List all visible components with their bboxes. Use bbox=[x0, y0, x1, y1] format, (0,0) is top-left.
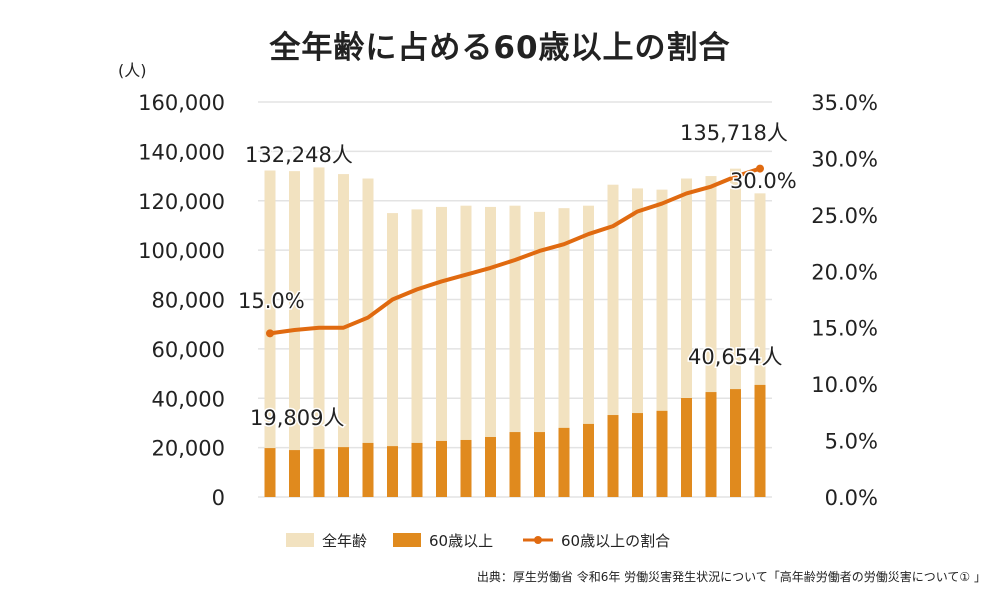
legend-label: 60歳以上の割合 bbox=[561, 532, 670, 550]
bar-all-ages bbox=[632, 188, 643, 497]
bar-60-plus bbox=[436, 440, 447, 497]
y-tick-left: 160,000 bbox=[138, 91, 225, 115]
bar-60-plus bbox=[705, 392, 717, 497]
data-label: 15.0% bbox=[238, 289, 305, 313]
line-60-plus-ratio bbox=[269, 166, 761, 336]
bar-all-ages bbox=[460, 205, 472, 497]
data-label: 30.0% bbox=[730, 169, 797, 193]
line-point bbox=[266, 329, 274, 338]
bar-all-ages bbox=[534, 211, 545, 497]
bar-60-plus bbox=[681, 398, 692, 497]
bar-all-ages bbox=[607, 184, 619, 497]
y-tick-right: 15.0% bbox=[811, 317, 878, 341]
data-label: 40,654人 bbox=[688, 345, 782, 369]
bar-60-plus bbox=[264, 448, 276, 497]
legend-label: 全年齢 bbox=[322, 532, 367, 550]
bar-all-ages bbox=[485, 206, 496, 497]
bar-60-plus bbox=[656, 410, 668, 497]
bar-60-plus bbox=[313, 449, 325, 497]
y-tick-left: 80,000 bbox=[152, 289, 225, 313]
bar-60-plus bbox=[509, 432, 521, 497]
bar-60-plus bbox=[460, 439, 472, 497]
y-tick-left: 140,000 bbox=[138, 140, 225, 164]
bar-60-plus bbox=[558, 427, 570, 497]
y-tick-left: 120,000 bbox=[138, 190, 225, 214]
bar-all-ages bbox=[558, 208, 570, 497]
bar-all-ages bbox=[387, 213, 398, 497]
y-tick-left: 100,000 bbox=[138, 239, 225, 263]
legend-swatch-60-plus bbox=[393, 533, 421, 547]
y-tick-right: 0.0% bbox=[825, 486, 878, 510]
bar-all-ages bbox=[436, 206, 447, 497]
bar-all-ages bbox=[656, 189, 668, 497]
y-tick-left: 0 bbox=[212, 486, 225, 510]
data-label: 132,248人 bbox=[245, 143, 353, 167]
legend-label: 60歳以上 bbox=[429, 532, 493, 550]
bar-60-plus bbox=[485, 437, 496, 497]
bar-60-plus bbox=[632, 413, 643, 497]
data-label: 19,809人 bbox=[250, 406, 344, 430]
bar-all-ages bbox=[313, 167, 325, 497]
bar-all-ages bbox=[730, 168, 741, 497]
bar-60-plus bbox=[534, 432, 545, 497]
bar-all-ages bbox=[362, 178, 374, 497]
line-point bbox=[756, 164, 764, 173]
y-tick-left: 40,000 bbox=[152, 387, 225, 411]
bar-all-ages bbox=[338, 174, 349, 497]
bar-all-ages bbox=[289, 171, 300, 497]
y-tick-right: 20.0% bbox=[811, 260, 878, 284]
bar-60-plus bbox=[387, 446, 398, 497]
chart-title: 全年齢に占める60歳以上の割合 bbox=[269, 30, 731, 66]
y-tick-right: 10.0% bbox=[811, 373, 878, 397]
bar-all-ages bbox=[705, 176, 717, 497]
legend-swatch-all-ages bbox=[286, 533, 314, 547]
bar-all-ages bbox=[583, 205, 594, 497]
y-tick-right: 30.0% bbox=[811, 147, 878, 171]
bar-60-plus bbox=[730, 389, 741, 497]
bar-60-plus bbox=[289, 450, 300, 497]
source-note: 出典：厚生労働省 令和6年 労働災害発生状況について「高年齢労働者の労働災害につ… bbox=[476, 570, 986, 584]
bar-all-ages bbox=[681, 178, 692, 497]
y-tick-right: 35.0% bbox=[811, 91, 878, 115]
bar-60-plus bbox=[362, 442, 374, 497]
bar-all-ages bbox=[411, 209, 423, 497]
bar-60-plus bbox=[583, 423, 594, 497]
legend-marker bbox=[534, 536, 542, 544]
bar-60-plus bbox=[338, 447, 349, 497]
y-tick-left: 60,000 bbox=[152, 338, 225, 362]
bar-60-plus bbox=[411, 442, 423, 497]
bar-all-ages bbox=[754, 193, 766, 497]
y-tick-right: 5.0% bbox=[825, 430, 878, 454]
y-tick-left: 20,000 bbox=[152, 437, 225, 461]
bar-60-plus bbox=[754, 384, 766, 497]
y-tick-right: 25.0% bbox=[811, 204, 878, 228]
bar-60-plus bbox=[607, 415, 619, 497]
y-axis-unit: (人) bbox=[118, 61, 147, 80]
bar-all-ages bbox=[509, 205, 521, 497]
data-label: 135,718人 bbox=[680, 121, 788, 145]
